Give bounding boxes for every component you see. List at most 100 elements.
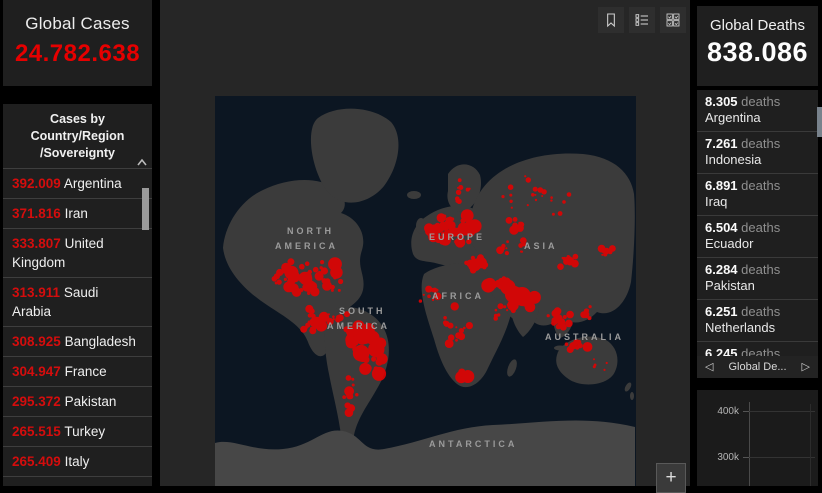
cases-list-item[interactable]: 308.925 Bangladesh: [3, 327, 152, 357]
chart-ytick-300k: 300k: [717, 452, 739, 463]
case-country: Italy: [64, 454, 90, 469]
case-count: 308.925: [12, 334, 61, 349]
global-cases-value: 24.782.638: [14, 40, 141, 67]
death-count-line: 6.891 deaths: [705, 178, 812, 194]
case-count: 313.911: [12, 285, 61, 300]
deaths-by-country-panel: 8.305 deaths Argentina 7.261 deaths Indo…: [697, 90, 818, 356]
bookmark-icon: [607, 13, 615, 28]
antarctica-landmass: [215, 420, 635, 486]
legend-button[interactable]: [629, 7, 655, 33]
deaths-list-item[interactable]: 7.261 deaths Indonesia: [697, 132, 818, 174]
cases-list-item[interactable]: 392.009 Argentina: [3, 169, 152, 199]
case-country: United Kingdom: [12, 236, 104, 270]
chart-ytick-400k: 400k: [717, 406, 739, 417]
cases-list-item[interactable]: 265.515 Turkey: [3, 417, 152, 447]
death-count: 6.504: [705, 220, 738, 235]
cases-panel-header: Cases by Country/Region /Sovereignty: [3, 104, 152, 168]
chart-tick: [743, 411, 749, 412]
global-deaths-title: Global Deaths: [709, 17, 806, 34]
death-count: 6.284: [705, 262, 738, 277]
continent-label: SOUTH: [339, 306, 386, 316]
deaths-list-item[interactable]: 6.284 deaths Pakistan: [697, 258, 818, 300]
cases-list-item[interactable]: 265.409 Italy: [3, 447, 152, 477]
world-map-view[interactable]: NORTH AMERICA EUROPE ASIA AFRICA SOUTH AMERICA…: [215, 96, 636, 486]
bookmark-button[interactable]: [598, 7, 624, 33]
map-panel: NORTH AMERICA EUROPE ASIA AFRICA SOUTH AMERICA…: [160, 0, 690, 493]
death-unit-label: deaths: [741, 136, 781, 151]
global-deaths-value: 838.086: [706, 37, 809, 67]
death-unit-label: deaths: [741, 346, 781, 356]
death-count-line: 6.251 deaths: [705, 304, 812, 320]
cases-header-line2: /Sovereignty: [39, 146, 116, 160]
scroll-up-icon[interactable]: [136, 156, 148, 168]
case-country: Saudi Arabia: [12, 285, 99, 319]
deaths-list-item[interactable]: 6.504 deaths Ecuador: [697, 216, 818, 258]
deaths-list-item[interactable]: 6.251 deaths Netherlands: [697, 300, 818, 342]
death-count: 6.245: [705, 346, 738, 356]
case-count: 265.409: [12, 454, 61, 469]
cases-header-line1: Cases by Country/Region: [30, 112, 125, 143]
cases-list-item[interactable]: 242.325 Germany: [3, 477, 152, 486]
world-map-svg: [215, 108, 635, 486]
cases-list-item[interactable]: 333.807 United Kingdom: [3, 229, 152, 278]
deaths-chart-panel[interactable]: 400k 300k: [697, 390, 818, 486]
continent-label: AMERICA: [327, 321, 390, 331]
death-count-line: 8.305 deaths: [705, 94, 812, 110]
case-country: Germany: [65, 484, 121, 486]
death-country: Argentina: [705, 110, 761, 125]
deaths-list-item[interactable]: 6.245 deaths Turkey: [697, 342, 818, 356]
continent-label: NORTH: [287, 226, 334, 236]
case-count: 304.947: [12, 364, 61, 379]
death-count: 8.305: [705, 94, 738, 109]
death-count-line: 6.504 deaths: [705, 220, 812, 236]
deaths-list-item[interactable]: 6.891 deaths Iraq: [697, 174, 818, 216]
chevron-right-icon[interactable]: ▷: [801, 361, 810, 373]
cases-list: 392.009 Argentina 371.816 Iran 333.807 U…: [3, 168, 152, 486]
death-country: Indonesia: [705, 152, 762, 167]
tab-label-global-deaths[interactable]: Global De...: [728, 361, 787, 373]
continent-label: AUSTRALIA: [545, 332, 624, 342]
map-toolbar: [598, 7, 686, 33]
cases-list-item[interactable]: 313.911 Saudi Arabia: [3, 278, 152, 327]
death-unit-label: deaths: [741, 178, 781, 193]
deaths-list: 8.305 deaths Argentina 7.261 deaths Indo…: [697, 90, 818, 356]
continent-label: AMERICA: [275, 241, 338, 251]
death-country: Ecuador: [705, 236, 754, 251]
deaths-list-item[interactable]: 8.305 deaths Argentina: [697, 90, 818, 132]
cases-list-item[interactable]: 371.816 Iran: [3, 199, 152, 229]
cases-list-item[interactable]: 295.372 Pakistan: [3, 387, 152, 417]
continent-label: ASIA: [524, 241, 558, 251]
death-count: 6.891: [705, 178, 738, 193]
death-unit-label: deaths: [741, 262, 781, 277]
basemap-grid-check-icon: [666, 13, 680, 27]
case-country: France: [64, 364, 107, 379]
cases-list-item[interactable]: 304.947 France: [3, 357, 152, 387]
case-country: Iran: [64, 206, 88, 221]
global-cases-title: Global Cases: [25, 14, 130, 33]
death-country: Iraq: [705, 194, 728, 209]
death-unit-label: deaths: [741, 304, 781, 319]
continent-label: ANTARCTICA: [429, 439, 518, 449]
death-unit-label: deaths: [741, 94, 781, 109]
case-country: Argentina: [63, 176, 122, 191]
cases-scrollbar-thumb[interactable]: [142, 188, 149, 230]
chart-tick: [743, 457, 749, 458]
chevron-left-icon[interactable]: ◁: [705, 361, 714, 373]
death-country: Netherlands: [705, 320, 776, 335]
case-count: 333.807: [12, 236, 61, 251]
deaths-scrollbar-thumb[interactable]: [817, 107, 822, 137]
views-grid-button[interactable]: [660, 7, 686, 33]
map-zoom-in-button[interactable]: +: [656, 463, 686, 493]
death-country: Pakistan: [705, 278, 755, 293]
death-count: 6.251: [705, 304, 738, 319]
death-count: 7.261: [705, 136, 738, 151]
global-deaths-panel: Global Deaths 838.086: [697, 6, 818, 86]
legend-list-icon: [635, 14, 648, 26]
death-unit-label: deaths: [741, 220, 781, 235]
death-count-line: 7.261 deaths: [705, 136, 812, 152]
death-count-line: 6.245 deaths: [705, 346, 812, 356]
deaths-tab-bar: ◁ Global De... ▷: [697, 356, 818, 378]
case-count: 371.816: [12, 206, 61, 221]
continent-label: AFRICA: [432, 291, 484, 301]
case-country: Turkey: [64, 424, 106, 439]
